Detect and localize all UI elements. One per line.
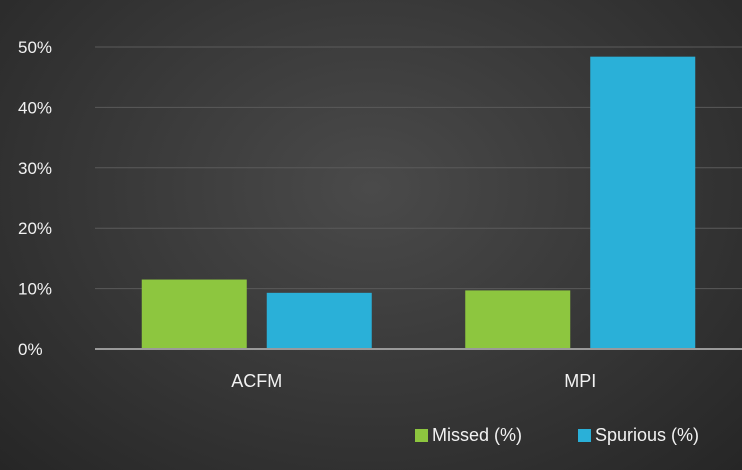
legend-swatch: [415, 429, 428, 442]
y-tick-label: 20%: [18, 219, 52, 238]
bars: [141, 56, 696, 349]
y-axis-ticks: 0% 10% 20% 30% 40% 50%: [18, 38, 52, 359]
legend-label: Spurious (%): [595, 425, 699, 445]
legend-label: Missed (%): [432, 425, 522, 445]
legend: Missed (%) Spurious (%): [415, 425, 699, 445]
y-tick-label: 50%: [18, 38, 52, 57]
x-category-label: MPI: [564, 371, 596, 391]
x-category-label: ACFM: [231, 371, 282, 391]
y-tick-label: 40%: [18, 98, 52, 117]
y-tick-label: 0%: [18, 340, 43, 359]
x-axis-categories: ACFM MPI: [231, 371, 596, 391]
bar-acfm-spurious: [266, 292, 372, 349]
legend-swatch: [578, 429, 591, 442]
y-tick-label: 30%: [18, 159, 52, 178]
bar-acfm-missed: [141, 279, 247, 349]
bar-mpi-missed: [465, 290, 571, 349]
bar-mpi-spurious: [590, 56, 696, 349]
y-tick-label: 10%: [18, 280, 52, 299]
